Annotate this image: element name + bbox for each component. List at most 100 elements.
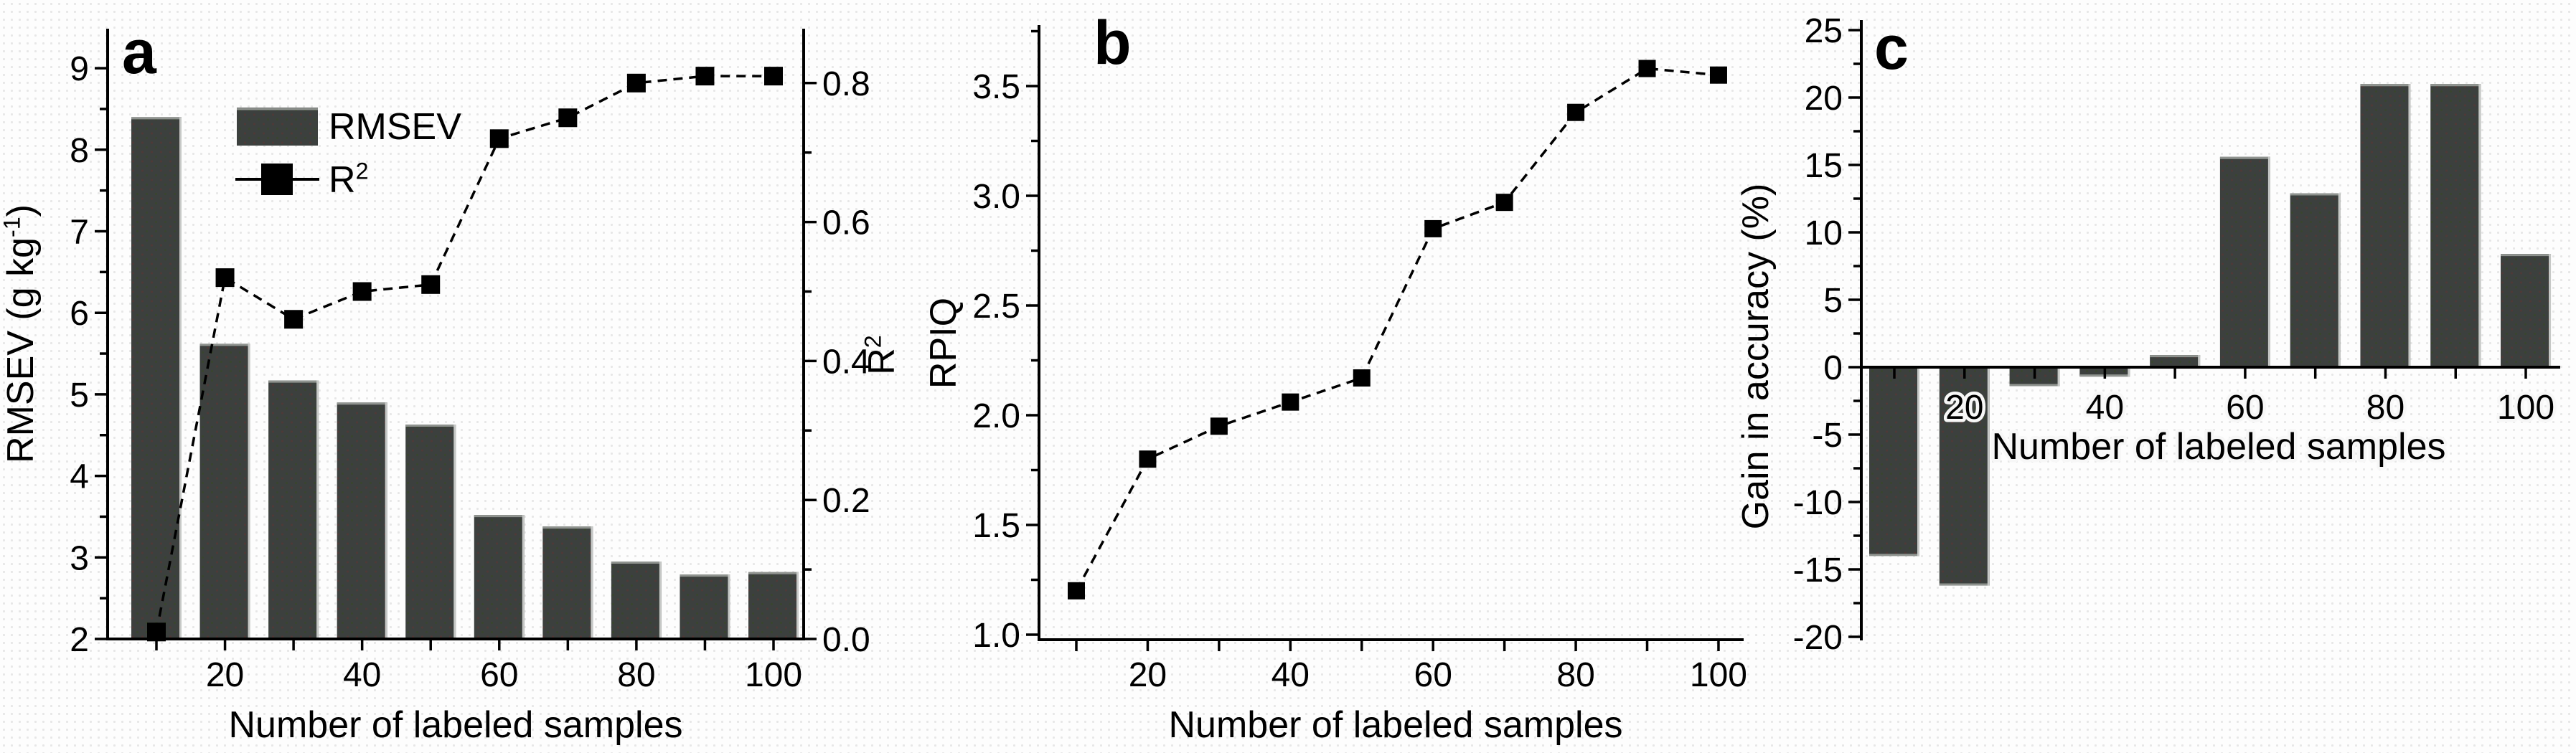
bar [199, 344, 250, 639]
legend: RMSEV R2 [235, 106, 461, 201]
y-tick-label: 15 [1805, 147, 1843, 185]
y-tick-label: -5 [1812, 417, 1843, 455]
y-tick-label: 10 [1805, 214, 1843, 252]
legend-label-r2: R2 [329, 158, 369, 201]
x-tick-label: 40 [2086, 389, 2124, 427]
y-tick-label: 1.0 [972, 617, 1020, 655]
bar [2219, 156, 2270, 367]
x-tick-label: 40 [1271, 656, 1310, 694]
x-tick-label: 100 [1690, 656, 1747, 694]
y-tick-label: 3.5 [972, 68, 1020, 106]
gain-bars [1869, 84, 2552, 586]
panel-b: 1.0 1.5 2.0 2.5 3.0 3.5 20 40 60 80 100 Number of l… [923, 9, 1747, 746]
y-tick-label: -15 [1793, 551, 1843, 589]
rpiq-point [1068, 582, 1085, 600]
r2-point [695, 67, 715, 86]
bar [2501, 254, 2552, 367]
y-tick-label: 4 [70, 458, 89, 496]
rpiq-point [1638, 60, 1656, 77]
axes-c: -20 -15 -10 -5 0 5 10 15 20 25 20 40 60 80 100 [1793, 12, 2560, 657]
r2-point [215, 268, 235, 288]
rpiq-point [1282, 393, 1299, 411]
rpiq-point [1567, 103, 1585, 121]
legend-bar-swatch [237, 108, 318, 146]
y2-tick-label: 0.6 [822, 204, 870, 242]
bar [268, 380, 319, 639]
r2-point [626, 73, 646, 93]
bar [2360, 84, 2411, 367]
y-tick-label: 7 [70, 214, 89, 252]
x-tick-label: 80 [617, 656, 655, 694]
y-tick-label: 20 [1805, 80, 1843, 118]
bar [1869, 367, 1919, 557]
bar [611, 561, 662, 639]
panel-a: 2 3 4 5 6 7 8 9 0.0 0.2 0.4 0.6 0.8 20 40 60 80 100 Number… [0, 18, 903, 746]
y-axis-title: Gain in accuracy (%) [1735, 184, 1777, 530]
y-tick-label: 2.5 [972, 288, 1020, 326]
y2-axis-title: R2 [860, 335, 903, 375]
rpiq-point [1353, 369, 1371, 387]
axes-b: 1.0 1.5 2.0 2.5 3.0 3.5 20 40 60 80 100 [972, 25, 1747, 694]
r2-point [558, 108, 578, 128]
bar [2290, 193, 2341, 367]
rpiq-point [1424, 219, 1442, 237]
bar [337, 402, 387, 639]
r2-point [421, 275, 441, 294]
rpiq-point [1709, 66, 1727, 84]
rmsev-bars [131, 117, 799, 639]
x-axis-title: Number of labeled samples [1992, 426, 2446, 468]
r2-point [764, 67, 784, 86]
bar [680, 574, 730, 639]
x-tick-label: 60 [2226, 389, 2264, 427]
rpiq-point [1139, 450, 1157, 468]
y-tick-label: 25 [1805, 12, 1843, 50]
bar [1939, 367, 1990, 586]
y-tick-label: 9 [70, 50, 89, 88]
x-tick-label: 60 [1414, 656, 1452, 694]
bar [474, 515, 525, 639]
x-tick-label: 80 [2366, 389, 2405, 427]
panel-letter: c [1874, 14, 1909, 82]
y-tick-label: 0 [1823, 349, 1843, 387]
rpiq-line-series [1068, 60, 1727, 600]
x-tick-label: 100 [745, 656, 802, 694]
y2-tick-label: 0.4 [822, 343, 870, 381]
y-axis-title: RPIQ [923, 298, 964, 389]
bar [2150, 355, 2201, 367]
y-tick-label: 8 [70, 132, 89, 170]
y-tick-label: 3 [70, 539, 89, 577]
rpiq-point [1210, 417, 1228, 435]
y-tick-label: 5 [70, 376, 89, 415]
r2-point [489, 129, 509, 148]
x-axis-title: Number of labeled samples [229, 704, 683, 746]
x-axis-title: Number of labeled samples [1169, 704, 1623, 746]
panel-letter: b [1094, 9, 1132, 77]
y-tick-label: 5 [1823, 282, 1843, 320]
y-axis-title: RMSEV (g kg-1) [0, 204, 42, 463]
panel-c: -20 -15 -10 -5 0 5 10 15 20 25 20 40 60 80 100 Number o… [1735, 12, 2560, 657]
r2-point [352, 282, 372, 301]
y2-tick-label: 0.2 [822, 482, 870, 520]
bar [131, 117, 182, 639]
y2-tick-label: 0.0 [822, 621, 870, 659]
panel-letter: a [122, 18, 157, 87]
rpiq-point [1495, 194, 1513, 212]
x-tick-label: 20 [206, 656, 244, 694]
y-tick-label: 6 [70, 295, 89, 333]
r2-line-series [147, 67, 784, 642]
rpiq-line [1075, 67, 1719, 592]
r2-line [155, 75, 774, 633]
legend-label-rmsev: RMSEV [329, 106, 461, 148]
bar [2430, 84, 2481, 367]
y2-tick-label: 0.8 [822, 65, 870, 103]
axes-a: 2 3 4 5 6 7 8 9 0.0 0.2 0.4 0.6 0.8 20 40 60 80 100 [70, 29, 870, 694]
x-tick-label: 60 [480, 656, 518, 694]
y-tick-label: 3.0 [972, 178, 1020, 216]
bar [542, 526, 593, 639]
x-tick-label: 20 [1945, 389, 1983, 427]
x-tick-label: 20 [1129, 656, 1167, 694]
y-tick-label: -20 [1793, 619, 1843, 657]
bar [748, 572, 799, 639]
